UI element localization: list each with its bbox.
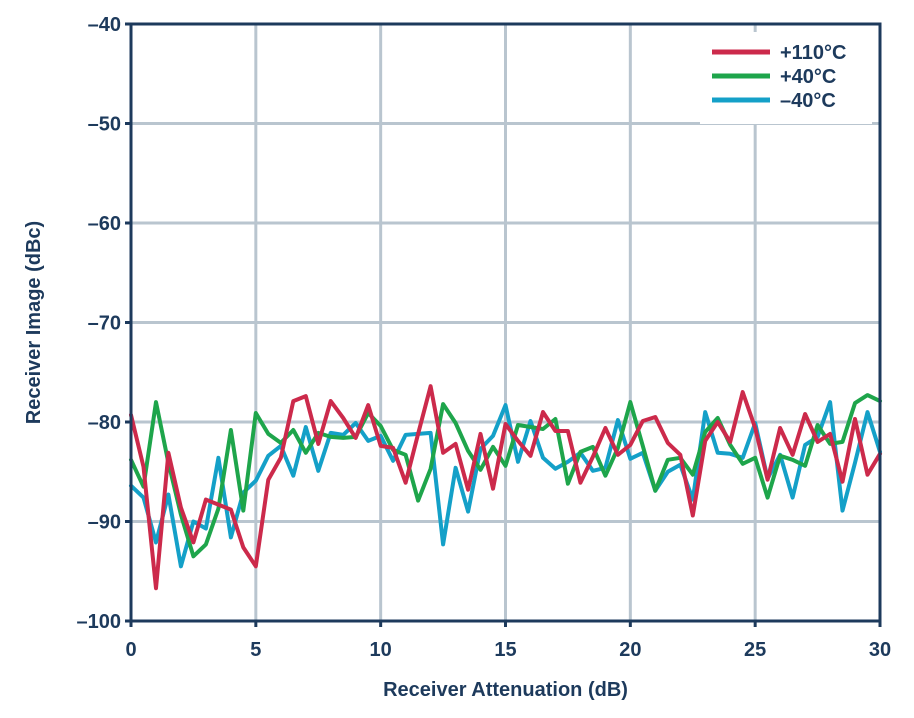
legend-label-2: –40°C [780, 90, 836, 112]
y-tick-label: –90 [88, 512, 121, 534]
x-tick-label: 30 [869, 639, 891, 661]
y-tick-label: –70 [88, 313, 121, 335]
legend-label-0: +110°C [780, 42, 846, 64]
series-line-1 [129, 393, 882, 559]
y-tick-label: –50 [88, 114, 121, 136]
y-tick-label: –80 [88, 412, 121, 434]
x-tick-label: 10 [370, 639, 392, 661]
x-tick-label: 0 [125, 639, 136, 661]
x-tick-label: 20 [619, 639, 641, 661]
y-tick-label: –60 [88, 213, 121, 235]
x-axis-ticks: 0 5 10 15 20 25 30 [125, 621, 891, 661]
y-tick-label: –100 [77, 611, 122, 633]
legend-label-1: +40°C [780, 66, 836, 88]
series-line-0 [129, 384, 882, 591]
y-axis-title: Receiver Image (dBc) [23, 221, 45, 424]
x-tick-label: 15 [494, 639, 516, 661]
x-axis-title: Receiver Attenuation (dB) [383, 679, 628, 701]
y-axis-ticks: –40 –50 –60 –70 –80 –90 –100 [77, 14, 131, 633]
legend: +110°C+40°C–40°C [712, 42, 846, 112]
series-lines [129, 384, 882, 591]
x-tick-label: 25 [744, 639, 766, 661]
x-tick-label: 5 [250, 639, 261, 661]
y-tick-label: –40 [88, 14, 121, 36]
